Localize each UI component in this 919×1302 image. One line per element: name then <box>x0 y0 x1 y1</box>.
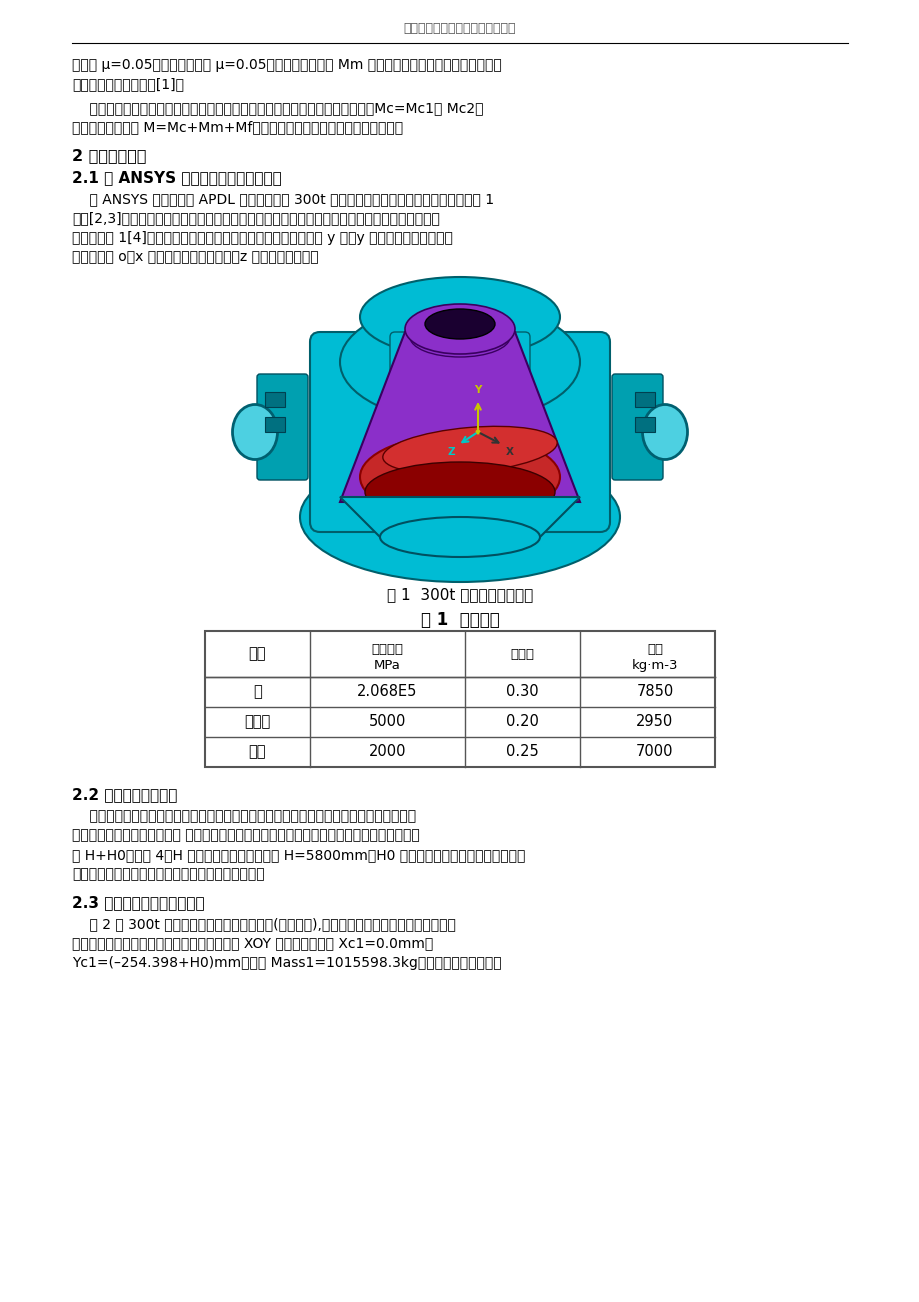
Text: 图 1  300t 转炉整体简化模型: 图 1 300t 转炉整体简化模型 <box>387 587 532 602</box>
Bar <box>634 392 654 408</box>
Text: 钢: 钢 <box>253 685 262 699</box>
FancyBboxPatch shape <box>611 374 663 480</box>
FancyBboxPatch shape <box>310 332 609 533</box>
Text: 泊松比: 泊松比 <box>510 647 534 660</box>
Text: 0.30: 0.30 <box>505 685 539 699</box>
Text: 2000: 2000 <box>369 745 406 759</box>
Text: 为 H+H0，见图 4，H 设为定值，在本例中设为 H=5800mm，H0 可正可负，表明耳轴位置可以任意: 为 H+H0，见图 4，H 设为定值，在本例中设为 H=5800mm，H0 可正… <box>72 848 525 862</box>
Text: 移动，以获得不同的转炉倾动力矩及倾动力矩曲线。: 移动，以获得不同的转炉倾动力矩及倾动力矩曲线。 <box>72 867 265 881</box>
Text: 耐热砖: 耐热砖 <box>244 715 270 729</box>
Text: 2 基础数据求解: 2 基础数据求解 <box>72 148 146 163</box>
Bar <box>205 631 714 767</box>
Text: 轴承取 μ=0.05；本文计算时取 μ=0.05）。耳轴摩擦力矩 Mm 的方向总是与转动方向相反，所以在: 轴承取 μ=0.05；本文计算时取 μ=0.05）。耳轴摩擦力矩 Mm 的方向总… <box>72 59 501 72</box>
Ellipse shape <box>365 462 554 522</box>
Text: X: X <box>505 447 514 457</box>
Ellipse shape <box>340 302 579 422</box>
Text: Yc1=(–254.398+H0)mm，质量 Mass1=1015598.3kg。老炉力学参数省略。: Yc1=(–254.398+H0)mm，质量 Mass1=1015598.3kg… <box>72 956 501 970</box>
Text: 弹性模量: 弹性模量 <box>371 643 403 656</box>
Ellipse shape <box>641 405 686 460</box>
Ellipse shape <box>359 277 560 357</box>
Text: 图 2 为 300t 转炉本体炉壳、耐材实体模型(新炉情况),炉口粘钢可以很方便地加到模型中，: 图 2 为 300t 转炉本体炉壳、耐材实体模型(新炉情况),炉口粘钢可以很方便… <box>72 917 456 931</box>
Ellipse shape <box>404 303 515 354</box>
Ellipse shape <box>425 309 494 339</box>
Ellipse shape <box>382 426 557 474</box>
Text: 为坐标原点 o，x 轴在转炉的倾动方向上，z 轴通过耳轴轴线。: 为坐标原点 o，x 轴在转炉的倾动方向上，z 轴通过耳轴轴线。 <box>72 250 318 264</box>
Polygon shape <box>340 497 579 536</box>
Text: 中国冶金装备网－中国冶金人的网: 中国冶金装备网－中国冶金人的网 <box>403 22 516 35</box>
Text: 2.2 初定转炉耳轴位置: 2.2 初定转炉耳轴位置 <box>72 786 177 802</box>
Text: 转炉炉型是指转炉砌筑后的内部形状，其炉型选择由炼钢工艺要求确定，满足一定吨位炼: 转炉炉型是指转炉砌筑后的内部形状，其炉型选择由炼钢工艺要求确定，满足一定吨位炼 <box>72 809 415 823</box>
Text: 表 1  材料属性: 表 1 材料属性 <box>420 611 499 629</box>
Text: 本文不模拟炉口粘钢情况。经计算，在坐标系 XOY 下的质心坐标为 Xc1=0.0mm，: 本文不模拟炉口粘钢情况。经计算，在坐标系 XOY 下的质心坐标为 Xc1=0.0… <box>72 936 433 950</box>
Text: 0.25: 0.25 <box>505 745 539 759</box>
Text: 7850: 7850 <box>636 685 673 699</box>
FancyBboxPatch shape <box>256 374 308 480</box>
Text: 0.20: 0.20 <box>505 715 539 729</box>
Text: 2.1 用 ANSYS 软件建立转炉的三维模型: 2.1 用 ANSYS 软件建立转炉的三维模型 <box>72 171 281 185</box>
Bar <box>265 417 285 432</box>
FancyBboxPatch shape <box>390 332 529 411</box>
Circle shape <box>475 430 480 435</box>
Text: 钢要求。其形状相对较为固定 影响倾动力矩曲线的主要因素是炉型和耳轴位置。耳轴位置确定: 钢要求。其形状相对较为固定 影响倾动力矩曲线的主要因素是炉型和耳轴位置。耳轴位置… <box>72 828 419 842</box>
Text: 所示[2,3]；三维模型主要由转炉本体、转炉连接装置和炉液三部分等组成，计算时模型中主要材: 所示[2,3]；三维模型主要由转炉本体、转炉连接装置和炉液三部分等组成，计算时模… <box>72 211 439 225</box>
Text: Y: Y <box>474 385 482 395</box>
Text: 炉液: 炉液 <box>248 745 266 759</box>
Ellipse shape <box>410 316 509 357</box>
Text: 2.068E5: 2.068E5 <box>357 685 417 699</box>
Text: kg·m-3: kg·m-3 <box>631 659 677 672</box>
Bar <box>634 417 654 432</box>
Text: 料参数见表 1[4]。计算坐标按如下规定选取：以转炉对称轴线为 y 轴，y 轴与耳轴中心线的交点: 料参数见表 1[4]。计算坐标按如下规定选取：以转炉对称轴线为 y 轴，y 轴与… <box>72 230 452 245</box>
Text: 将炉壳和炉衬产生的力矩与托圈等炉壳联接装置产生的力矩合成为空炉力矩：Mc=Mc1＋ Mc2，: 将炉壳和炉衬产生的力矩与托圈等炉壳联接装置产生的力矩合成为空炉力矩：Mc=Mc1… <box>72 102 483 115</box>
Text: 密度: 密度 <box>646 643 663 656</box>
Polygon shape <box>340 332 579 503</box>
Text: 转炉倾动力矩改为 M=Mc+Mm+Mf，即转炉倾动力矩可改为由三部分组成。: 转炉倾动力矩改为 M=Mc+Mm+Mf，即转炉倾动力矩可改为由三部分组成。 <box>72 121 403 134</box>
Text: 倾动全过程中都是正值[1]。: 倾动全过程中都是正值[1]。 <box>72 78 184 91</box>
Text: 材料: 材料 <box>248 647 266 661</box>
Ellipse shape <box>233 405 278 460</box>
Text: MPa: MPa <box>374 659 401 672</box>
Text: 2950: 2950 <box>636 715 673 729</box>
Text: 2.3 转炉炉体的力学特性求解: 2.3 转炉炉体的力学特性求解 <box>72 894 204 910</box>
Ellipse shape <box>300 452 619 582</box>
Text: 用 ANSYS 软件提供的 APDL 语言编程建立 300t 转炉的三维实体模型，整体简化模型如图 1: 用 ANSYS 软件提供的 APDL 语言编程建立 300t 转炉的三维实体模型… <box>72 191 494 206</box>
Ellipse shape <box>380 517 539 557</box>
Bar <box>265 392 285 408</box>
Ellipse shape <box>359 435 560 519</box>
Text: 5000: 5000 <box>369 715 406 729</box>
Text: 7000: 7000 <box>636 745 673 759</box>
Text: Z: Z <box>447 447 455 457</box>
